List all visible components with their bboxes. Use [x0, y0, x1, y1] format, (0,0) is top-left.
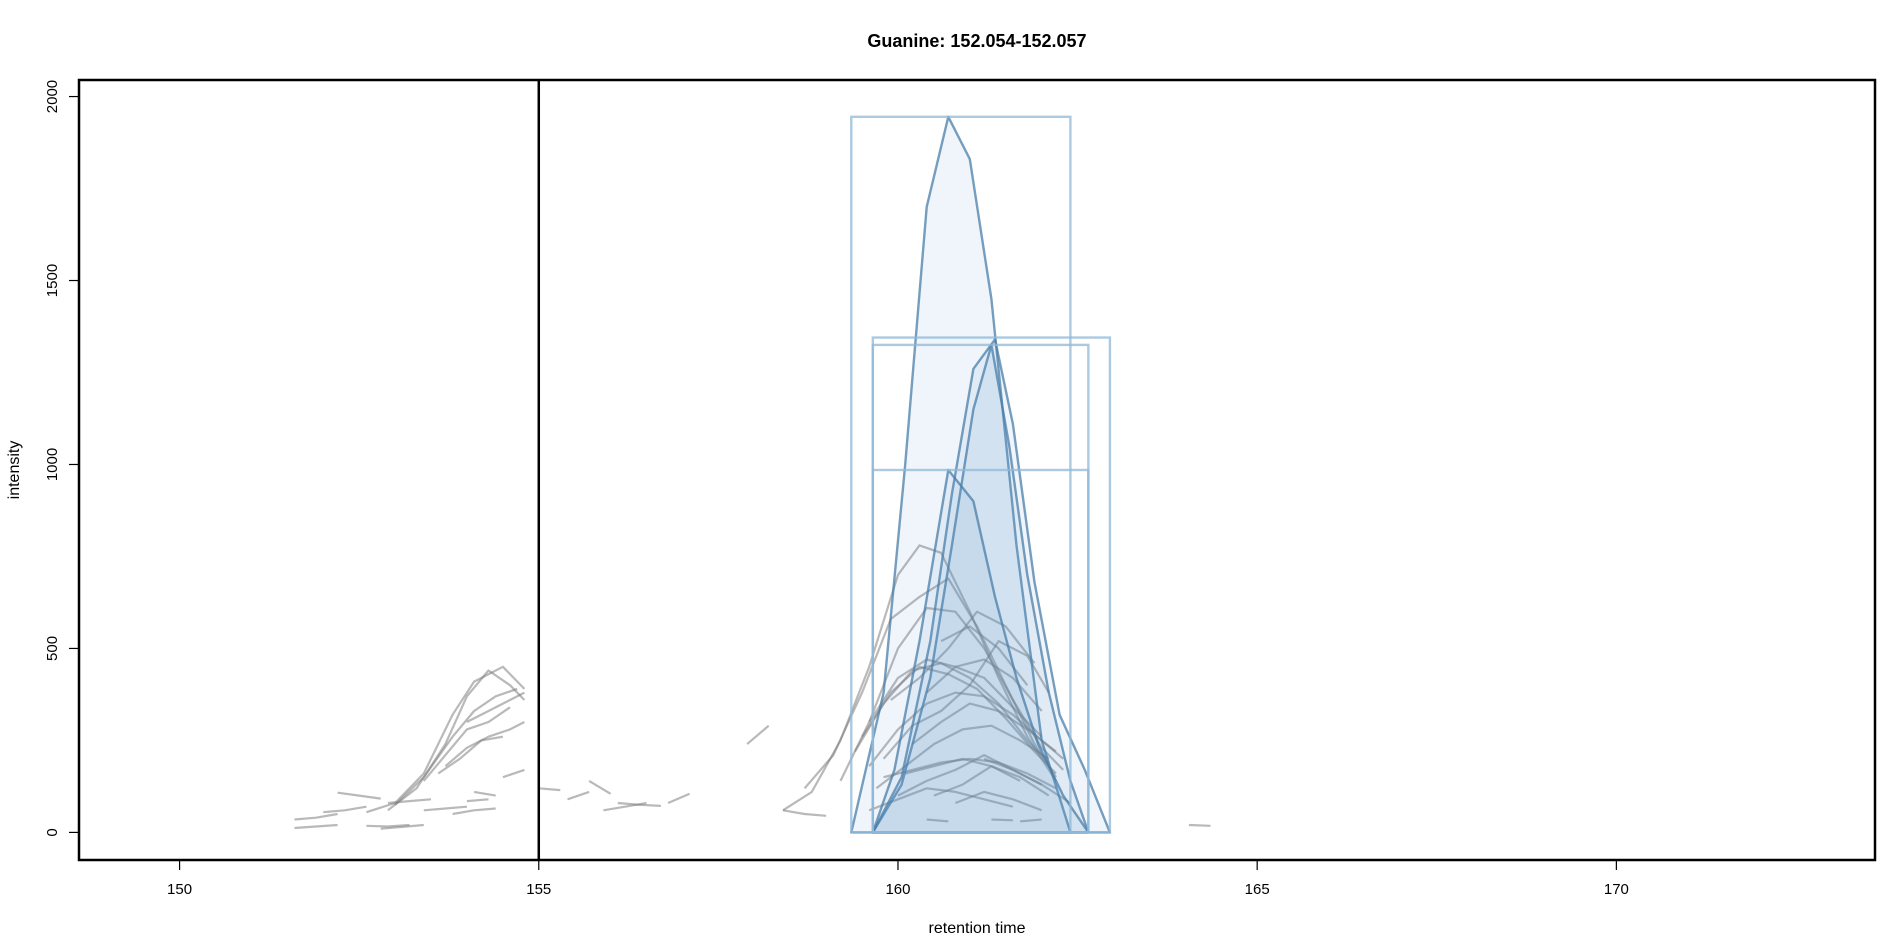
- trace-line: [782, 809, 827, 817]
- trace-line: [1188, 823, 1211, 827]
- trace-line: [667, 792, 691, 805]
- x-tick-label: 160: [885, 881, 910, 898]
- trace-line: [567, 790, 590, 801]
- trace-line: [422, 706, 511, 782]
- x-tick-label: 165: [1245, 881, 1270, 898]
- peak-area: [871, 468, 1090, 834]
- trace-line: [925, 658, 1043, 712]
- peak-box: [871, 468, 1090, 834]
- y-tick-label: 1000: [44, 448, 61, 481]
- trace-line: [746, 724, 770, 745]
- trace-line: [955, 790, 1043, 812]
- x-tick-label: 150: [167, 881, 192, 898]
- y-tick-label: 500: [44, 636, 61, 661]
- x-axis-title: retention time: [929, 920, 1026, 937]
- trace-line: [473, 790, 496, 797]
- trace-line: [588, 779, 612, 795]
- trace-line: [444, 721, 525, 768]
- trace-line: [502, 768, 525, 779]
- peak-boxes: [850, 115, 1112, 834]
- trace-line: [538, 787, 561, 792]
- trace-line: [337, 791, 381, 800]
- x-tick-label: 170: [1604, 881, 1629, 898]
- trace-line: [323, 805, 367, 814]
- trace-line: [868, 787, 1014, 812]
- x-axis-ticks: 150 155 160 165 170: [167, 860, 1629, 898]
- y-axis-ticks: 0 500 1000 1500 2000: [44, 80, 79, 837]
- plot-frame: [77, 78, 1877, 862]
- trace-line: [991, 818, 1013, 822]
- trace-line: [423, 805, 467, 812]
- trace-line: [904, 757, 1021, 782]
- trace-line: [437, 735, 504, 775]
- background-traces: [294, 544, 1211, 830]
- trace-line: [926, 818, 949, 823]
- trace-line: [452, 807, 496, 816]
- peak-areas: [850, 115, 1112, 834]
- trace-line: [466, 798, 489, 803]
- trace-line: [983, 757, 1071, 804]
- trace-line: [883, 757, 1057, 790]
- trace-line: [380, 823, 424, 830]
- trace-line: [294, 812, 338, 821]
- trace-line: [466, 691, 525, 723]
- trace-line: [1020, 818, 1042, 823]
- peak-area: [871, 343, 1090, 834]
- trace-line: [875, 724, 1050, 790]
- y-tick-label: 0: [44, 828, 61, 836]
- trace-line: [911, 702, 1057, 753]
- chart-title: Guanine: 152.054-152.057: [867, 31, 1086, 51]
- trace-line: [394, 687, 518, 806]
- trace-line: [366, 665, 526, 814]
- trace-line: [933, 765, 1050, 797]
- trace-line: [366, 823, 410, 828]
- trace-line: [617, 801, 661, 807]
- y-tick-label: 2000: [44, 80, 61, 113]
- trace-line: [387, 669, 526, 812]
- y-axis-title: intensity: [6, 441, 23, 500]
- x-tick-label: 155: [526, 881, 551, 898]
- y-tick-label: 1500: [44, 264, 61, 297]
- trace-line: [294, 823, 338, 830]
